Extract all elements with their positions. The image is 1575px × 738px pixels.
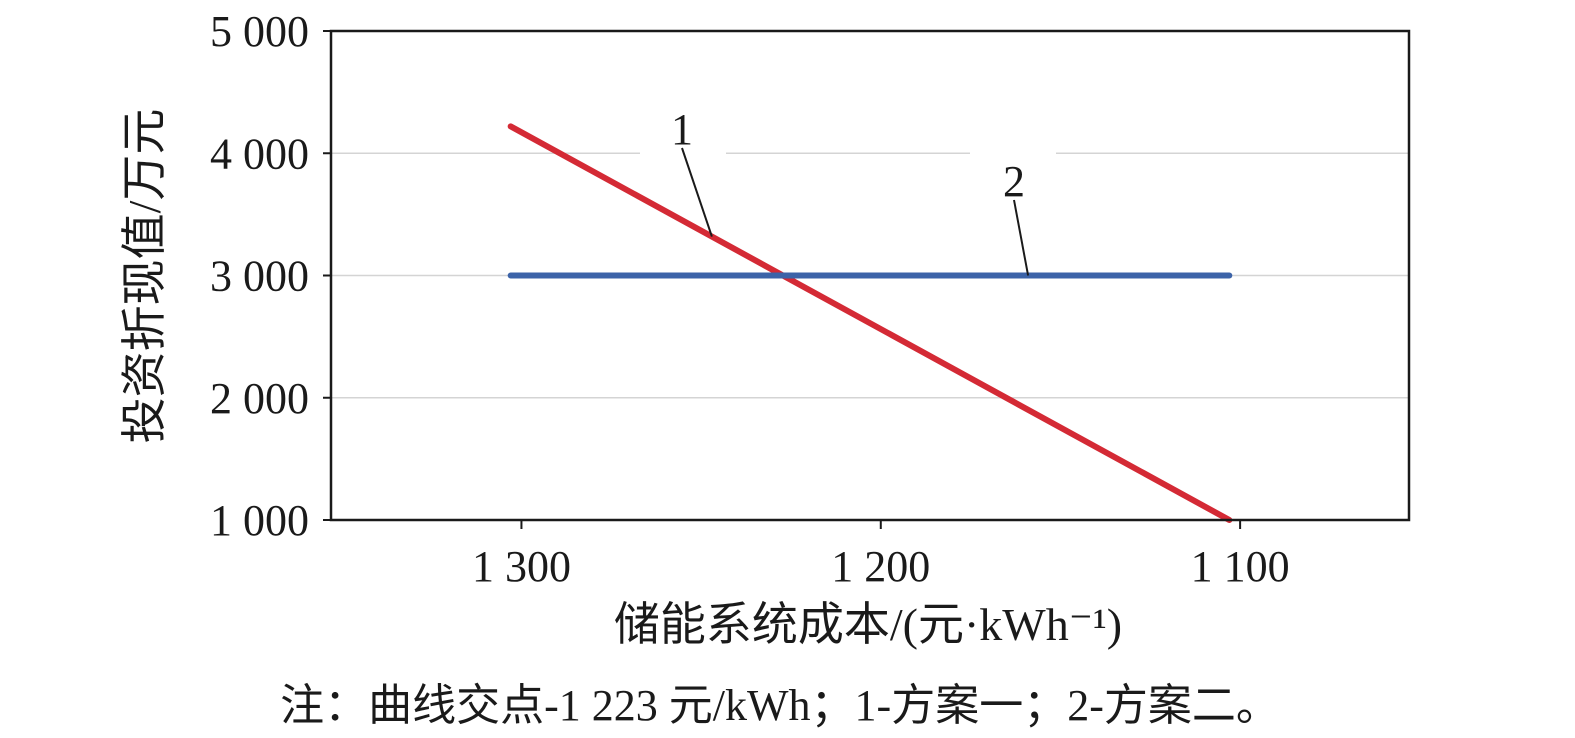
x-ticks: 1 300 1 200 1 100	[472, 520, 1290, 591]
y-ticks: 1 000 2 000 3 000 4 000 5 000	[210, 7, 331, 545]
axes-frame	[329, 29, 1411, 522]
y-tick-label: 4 000	[210, 129, 309, 178]
chart-note: 注：曲线交点-1 223 元/kWh；1-方案一；2-方案二。	[280, 681, 1280, 730]
y-tick-label: 5 000	[210, 7, 309, 56]
leader-line	[1013, 199, 1030, 276]
series-line-1	[507, 123, 1233, 523]
plot-frame	[329, 29, 1411, 522]
series-label: 1	[671, 105, 693, 154]
x-tick-label: 1 200	[831, 542, 930, 591]
series-lines	[507, 123, 1233, 523]
series-callouts: 12	[640, 105, 1056, 276]
x-tick-label: 1 300	[472, 542, 571, 591]
label-gap	[970, 129, 1056, 169]
y-axis-title: 投资折现值/万元	[119, 109, 170, 444]
x-axis-title: 储能系统成本/(元·kWh⁻¹)	[614, 599, 1122, 650]
x-tick-label: 1 100	[1191, 542, 1290, 591]
y-tick-label: 2 000	[210, 374, 309, 423]
y-tick-label: 3 000	[210, 252, 309, 301]
series-label: 2	[1003, 157, 1025, 206]
y-tick-label: 1 000	[210, 496, 309, 545]
leader-line	[681, 147, 713, 237]
